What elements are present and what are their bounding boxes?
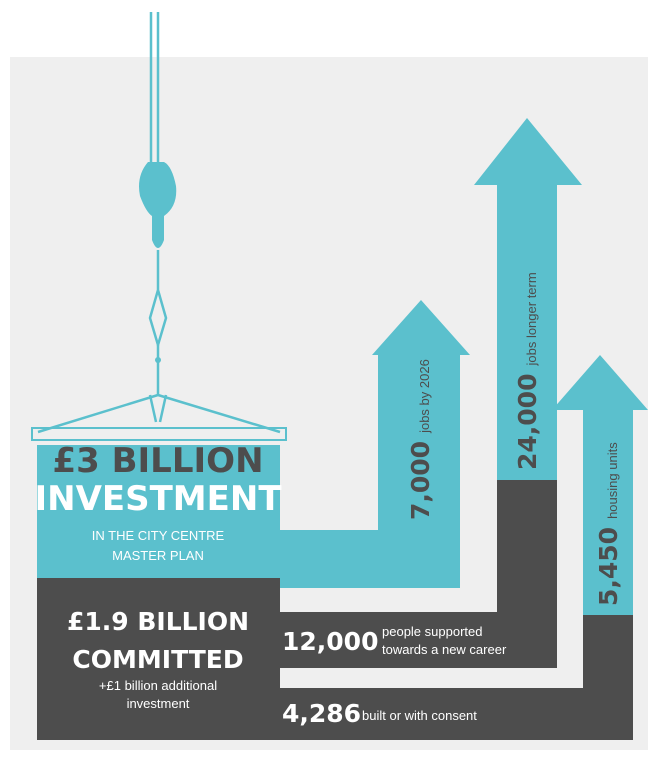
investment-arrow bbox=[37, 300, 470, 588]
investment-headline: INVESTMENT bbox=[34, 479, 282, 519]
arrow-label: housing units bbox=[605, 442, 620, 519]
arrow-value: 24,000 bbox=[513, 374, 542, 470]
stat-label: built or with consent bbox=[362, 708, 477, 723]
committed-note: investment bbox=[127, 696, 190, 711]
stat-label: people supported bbox=[382, 624, 482, 639]
committed-note: +£1 billion additional bbox=[99, 678, 217, 693]
arrow-text: 7,000 jobs by 2026 bbox=[406, 359, 435, 520]
investment-subtitle: MASTER PLAN bbox=[112, 548, 204, 563]
hook-block bbox=[139, 162, 177, 248]
hook-joint bbox=[155, 357, 161, 363]
crane-hook bbox=[31, 12, 287, 441]
arrow-text: 24,000 jobs longer term bbox=[513, 272, 542, 470]
stat-value: 12,000 bbox=[282, 627, 378, 656]
committed-headline: COMMITTED bbox=[72, 645, 243, 674]
committed-block bbox=[37, 578, 280, 740]
housing-arrow-head bbox=[552, 355, 648, 615]
arrow-value: 7,000 bbox=[406, 441, 435, 520]
arrow-label: jobs longer term bbox=[524, 272, 539, 366]
arrow-text: 5,450 housing units bbox=[594, 442, 623, 606]
jobs-arrow-head bbox=[474, 118, 582, 480]
stat-label: towards a new career bbox=[382, 642, 507, 657]
housing-arrow-base bbox=[280, 615, 633, 740]
jobs-arrow-base bbox=[280, 480, 557, 668]
investment-headline: £3 BILLION bbox=[52, 441, 263, 481]
committed-headline: £1.9 BILLION bbox=[67, 607, 249, 636]
stat-value: 4,286 bbox=[282, 699, 361, 728]
arrow-label: jobs by 2026 bbox=[417, 359, 432, 434]
investment-subtitle: IN THE CITY CENTRE bbox=[92, 528, 225, 543]
arrow-value: 5,450 bbox=[594, 527, 623, 606]
